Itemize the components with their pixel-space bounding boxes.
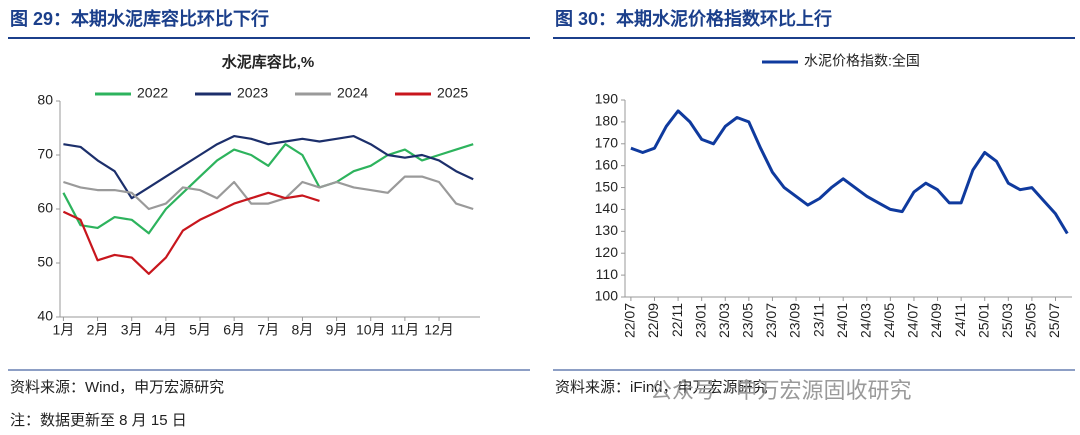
legend-label: 水泥价格指数:全国 <box>804 53 920 69</box>
y-tick-label: 190 <box>595 91 619 107</box>
y-tick-label: 120 <box>595 244 619 260</box>
x-tick-label: 9月 <box>326 322 348 338</box>
y-tick-label: 80 <box>37 92 53 108</box>
x-tick-label: 24/01 <box>834 303 850 338</box>
x-tick-label: 22/09 <box>645 303 661 338</box>
source: 资料来源：iFind，申万宏源研究 <box>555 379 768 396</box>
watermark: 公众号 · 申万宏源固收研究 <box>650 378 912 403</box>
legend-label: 2022 <box>137 85 168 101</box>
x-tick-label: 4月 <box>155 322 177 338</box>
y-tick-label: 130 <box>595 222 619 238</box>
x-tick-label: 8月 <box>292 322 314 338</box>
x-tick-label: 6月 <box>223 322 245 338</box>
x-tick-label: 25/05 <box>1023 303 1039 338</box>
x-tick-label: 12月 <box>424 322 454 338</box>
series-line <box>630 109 1069 235</box>
x-tick-label: 23/01 <box>692 303 708 338</box>
chart-title: 水泥库容比,% <box>222 53 315 71</box>
y-tick-label: 50 <box>37 254 53 270</box>
x-tick-label: 2月 <box>87 322 109 338</box>
figure-title: 图 29：本期水泥库容比环比下行 <box>10 8 269 29</box>
x-tick-label: 24/03 <box>857 303 873 338</box>
note: 注：数据更新至 8 月 15 日 <box>10 412 187 429</box>
series-line <box>62 143 474 235</box>
series-line <box>63 135 474 200</box>
x-tick-label: 11月 <box>391 322 420 338</box>
y-tick-label: 70 <box>37 146 53 162</box>
x-tick-label: 25/07 <box>1046 303 1062 338</box>
x-tick-label: 24/07 <box>905 303 921 338</box>
y-tick-label: 40 <box>37 308 53 324</box>
x-tick-label: 22/11 <box>669 303 685 337</box>
x-tick-label: 25/03 <box>999 303 1015 338</box>
y-tick-label: 100 <box>595 288 619 304</box>
legend-label: 2025 <box>437 85 468 101</box>
legend-label: 2024 <box>337 85 368 101</box>
x-tick-label: 24/11 <box>952 303 968 337</box>
series-line <box>63 175 474 211</box>
x-tick-label: 24/09 <box>928 303 944 338</box>
x-tick-label: 5月 <box>189 322 211 338</box>
series-line <box>62 191 320 275</box>
x-tick-label: 7月 <box>257 322 279 338</box>
legend-label: 2023 <box>237 85 268 101</box>
y-tick-label: 60 <box>37 200 53 216</box>
source: 资料来源：Wind，申万宏源研究 <box>10 379 224 396</box>
x-tick-label: 23/07 <box>763 303 779 338</box>
y-tick-label: 140 <box>595 200 619 216</box>
y-tick-label: 160 <box>595 156 619 172</box>
x-tick-label: 23/11 <box>810 303 826 337</box>
y-tick-label: 110 <box>596 266 619 282</box>
x-tick-label: 3月 <box>121 322 143 338</box>
x-tick-label: 10月 <box>356 322 386 338</box>
x-tick-label: 22/07 <box>622 303 638 338</box>
y-tick-label: 170 <box>595 134 619 150</box>
x-tick-label: 23/09 <box>787 303 803 338</box>
x-tick-label: 24/05 <box>881 303 897 338</box>
x-tick-label: 23/05 <box>740 303 756 338</box>
x-tick-label: 23/03 <box>716 303 732 338</box>
y-tick-label: 150 <box>595 178 619 194</box>
x-tick-label: 1月 <box>53 322 75 338</box>
figure-title: 图 30：本期水泥价格指数环比上行 <box>555 8 832 29</box>
y-tick-label: 180 <box>595 113 619 129</box>
x-tick-label: 25/01 <box>975 303 991 338</box>
